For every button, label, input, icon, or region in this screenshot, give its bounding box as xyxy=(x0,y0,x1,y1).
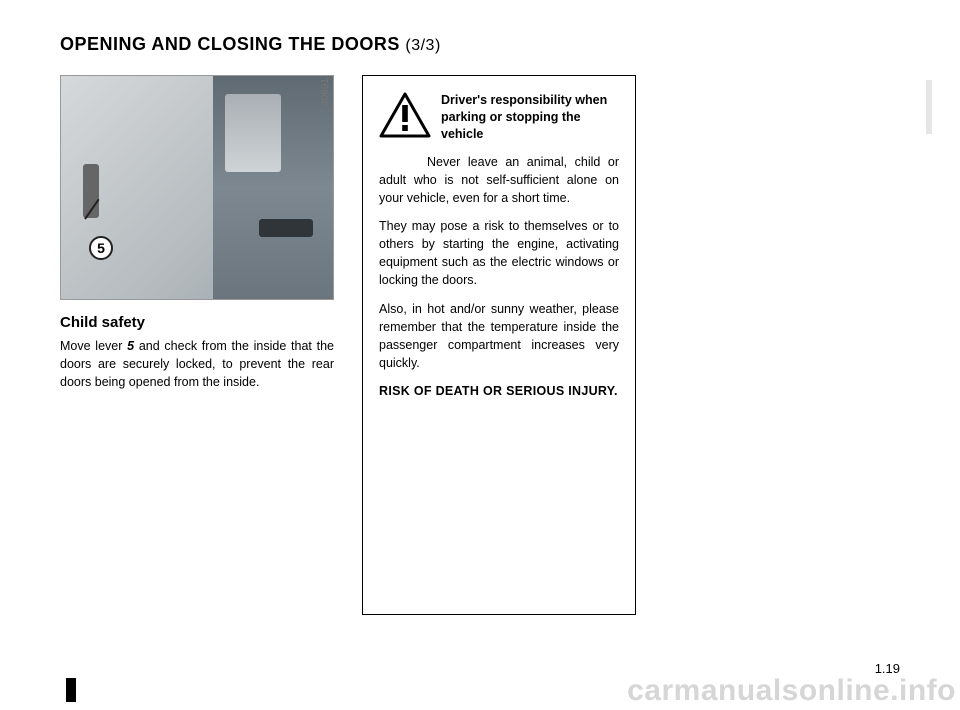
armrest-shape xyxy=(259,219,313,237)
warning-box: Driver's responsibility when parking or … xyxy=(362,75,636,615)
left-column: 40691 5 Child safety Move lever 5 and ch… xyxy=(60,75,334,615)
child-safety-text: Move lever 5 and check from the inside t… xyxy=(60,337,334,391)
photo-callout: 5 xyxy=(89,236,113,260)
warning-p1: Never leave an animal, child or adult wh… xyxy=(379,153,619,207)
callout-number: 5 xyxy=(97,240,105,256)
warning-title: Driver's responsibility when parking or … xyxy=(441,92,619,143)
cs-text-before: Move lever xyxy=(60,339,127,353)
watermark: carmanualsonline.info xyxy=(627,674,956,708)
callout-circle: 5 xyxy=(89,236,113,260)
photo-credit: 40691 xyxy=(320,78,331,106)
window-shape xyxy=(225,94,281,172)
warning-p3: Also, in hot and/or sunny weather, pleas… xyxy=(379,300,619,373)
title-main: OPENING AND CLOSING THE DOORS xyxy=(60,34,400,54)
side-tab xyxy=(926,80,932,134)
title-part: (3/3) xyxy=(405,37,440,54)
door-photo: 40691 5 xyxy=(60,75,334,300)
page-title: OPENING AND CLOSING THE DOORS (3/3) xyxy=(60,34,900,55)
warning-icon xyxy=(379,92,431,138)
manual-page: OPENING AND CLOSING THE DOORS (3/3) 4069… xyxy=(0,0,960,710)
middle-column: Driver's responsibility when parking or … xyxy=(362,75,636,615)
content-columns: 40691 5 Child safety Move lever 5 and ch… xyxy=(60,75,900,615)
warning-p2: They may pose a risk to themselves or to… xyxy=(379,217,619,290)
footer-blackbar xyxy=(66,678,76,702)
warning-header: Driver's responsibility when parking or … xyxy=(379,92,619,143)
child-safety-heading: Child safety xyxy=(60,314,334,331)
warning-strong: RISK OF DEATH OR SERIOUS INJURY. xyxy=(379,382,619,400)
